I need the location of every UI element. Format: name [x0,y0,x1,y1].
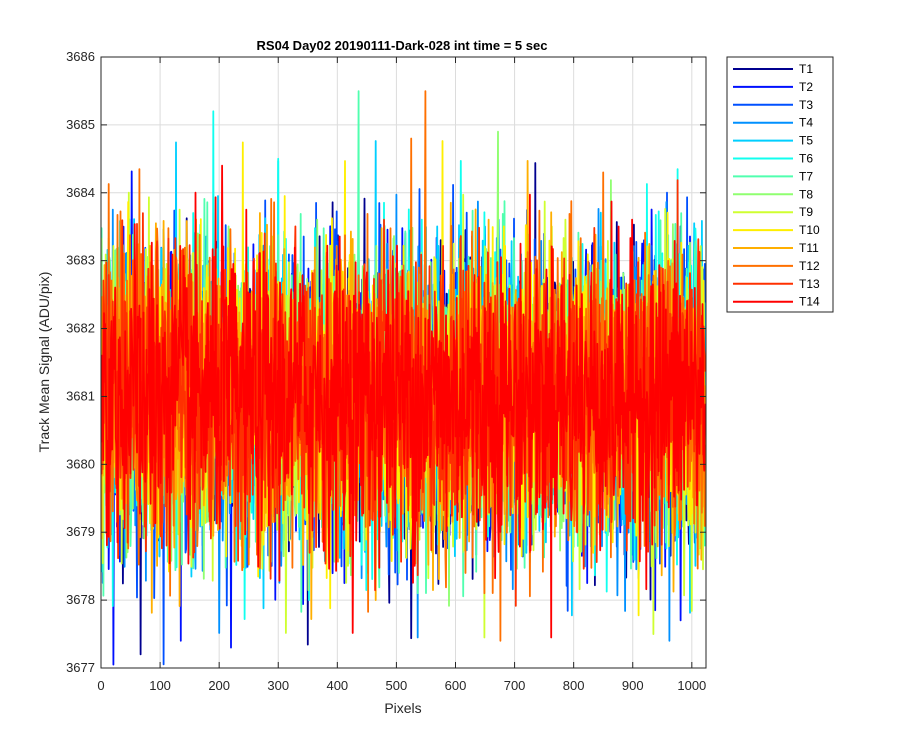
y-tick-label: 3679 [66,524,95,539]
x-tick-label: 200 [208,678,230,693]
x-ticks [100,57,693,668]
y-tick-labels: 3677 3678 3679 3680 3681 3682 3683 3684 3685 3686 [66,49,95,675]
x-tick-label: 100 [149,678,171,693]
series-line-t14 [101,164,706,639]
y-tick-label: 3682 [66,321,95,336]
legend-box [726,56,834,313]
x-tick-label: 0 [97,678,104,693]
legend-label-t10: T10 [799,223,820,237]
x-tick-label: 400 [326,678,348,693]
y-tick-label: 3677 [66,660,95,675]
legend-label-t3: T3 [799,98,813,112]
legend-label-t12: T12 [799,259,820,273]
y-tick-label: 3680 [66,456,95,471]
legend-label-t1: T1 [799,62,813,76]
legend-label-t13: T13 [799,277,820,291]
x-tick-labels: 0 100 200 300 400 500 600 700 800 900 1000 [97,678,706,693]
legend: T1 T2 T3 T4 T5 T6 T7 T8 T9 T10 T11 T12 T13 T14 [726,56,834,313]
y-tick-label: 3685 [66,117,95,132]
legend-label-t5: T5 [799,134,813,148]
legend-label-t7: T7 [799,169,813,183]
x-axis-label: Pixels [384,700,421,716]
x-tick-label: 900 [622,678,644,693]
x-tick-label: 500 [386,678,408,693]
x-tick-label: 600 [445,678,467,693]
y-tick-label: 3678 [66,592,95,607]
y-tick-label: 3686 [66,49,95,64]
legend-label-t2: T2 [799,80,813,94]
x-tick-label: 300 [267,678,289,693]
legend-label-t6: T6 [799,152,813,166]
y-tick-label: 3681 [66,388,95,403]
x-tick-label: 800 [563,678,585,693]
legend-label-t11: T11 [799,241,819,255]
x-tick-label: 700 [504,678,526,693]
series-layer [101,90,706,666]
y-tick-label: 3684 [66,185,95,200]
legend-label-t14: T14 [799,295,820,309]
y-axis-label: Track Mean Signal (ADU/pix) [36,272,52,453]
legend-label-t9: T9 [799,205,813,219]
legend-label-t4: T4 [799,116,813,130]
legend-label-t8: T8 [799,187,813,201]
x-tick-label: 1000 [677,678,706,693]
y-ticks [101,56,706,669]
plot-box [100,56,707,669]
chart-title: RS04 Day02 20190111-Dark-028 int time = … [257,38,548,53]
y-tick-label: 3683 [66,253,95,268]
